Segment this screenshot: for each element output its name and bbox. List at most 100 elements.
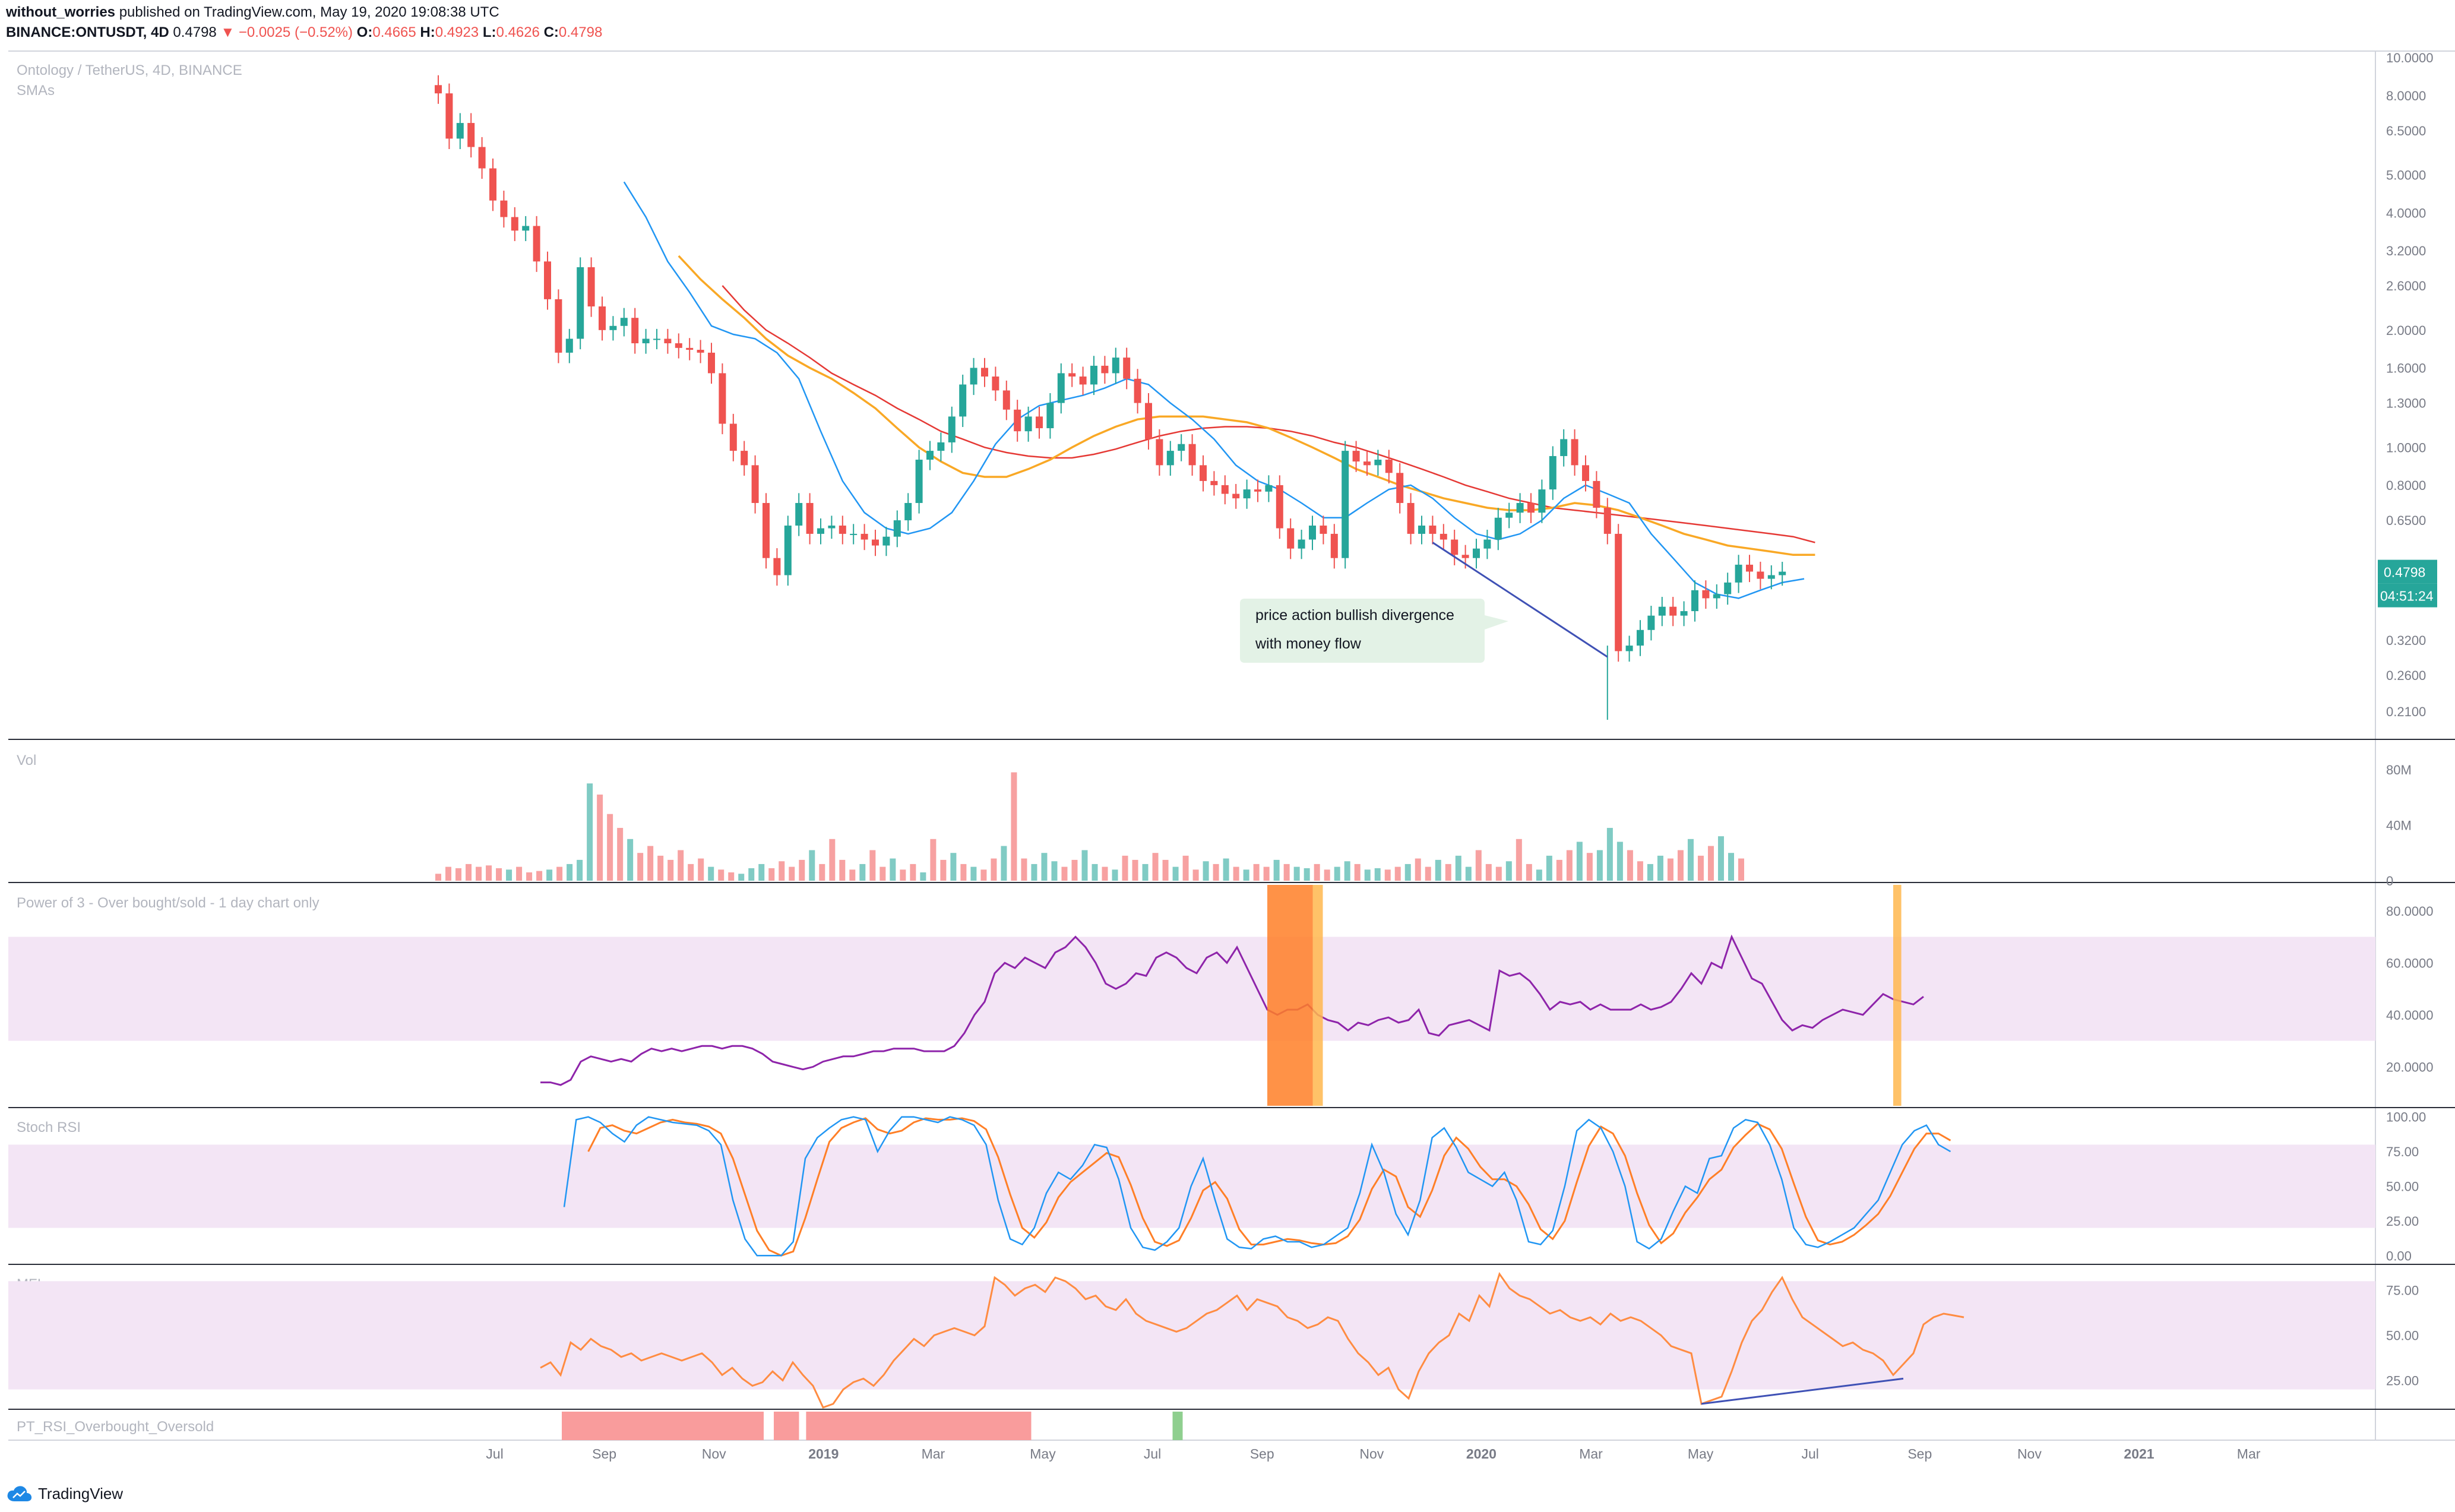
candle-body[interactable] (664, 339, 672, 344)
candle-body[interactable] (565, 339, 573, 353)
candle-body[interactable] (478, 147, 486, 169)
candle-body[interactable] (631, 318, 639, 344)
candle-body[interactable] (839, 526, 846, 534)
candle-body[interactable] (1779, 571, 1786, 575)
candle-body[interactable] (1702, 590, 1710, 599)
candle-body[interactable] (1287, 528, 1295, 549)
mfi-divergence-line[interactable] (1701, 1377, 1904, 1405)
candle-body[interactable] (741, 451, 748, 466)
candle-body[interactable] (828, 526, 836, 529)
candle-body[interactable] (609, 325, 617, 330)
candle-body[interactable] (708, 352, 715, 374)
candle-body[interactable] (915, 460, 923, 503)
candle-body[interactable] (1603, 507, 1611, 534)
candle-body[interactable] (1549, 456, 1556, 490)
candle-body[interactable] (577, 267, 584, 339)
candle-body[interactable] (1090, 365, 1097, 385)
candle-body[interactable] (1309, 526, 1316, 540)
candle-body[interactable] (1079, 377, 1087, 385)
candle-body[interactable] (1429, 526, 1437, 534)
candle-body[interactable] (544, 261, 551, 299)
candle-body[interactable] (1615, 533, 1622, 651)
candle-body[interactable] (817, 528, 824, 534)
candle-body[interactable] (773, 558, 781, 575)
candle-body[interactable] (850, 533, 858, 535)
candle-body[interactable] (511, 217, 518, 231)
candle-body[interactable] (489, 168, 496, 201)
candle-body[interactable] (1002, 390, 1010, 410)
candle-body[interactable] (1068, 373, 1076, 377)
candle-body[interactable] (970, 368, 977, 385)
candle-body[interactable] (1057, 373, 1065, 403)
author-name[interactable]: without_worries (6, 4, 116, 20)
candle-body[interactable] (1014, 409, 1021, 432)
candle-body[interactable] (1538, 489, 1546, 513)
candle-body[interactable] (587, 267, 595, 306)
candle-body[interactable] (555, 299, 562, 353)
candle-body[interactable] (1647, 615, 1655, 630)
candle-body[interactable] (1036, 416, 1043, 429)
candle-body[interactable] (1440, 533, 1447, 540)
candle-body[interactable] (1254, 489, 1261, 492)
candle-body[interactable] (1767, 575, 1775, 579)
candle-body[interactable] (1276, 485, 1283, 529)
candle-body[interactable] (1658, 606, 1666, 616)
candle-body[interactable] (1342, 451, 1349, 558)
candle-body[interactable] (795, 502, 803, 526)
candle-body[interactable] (1483, 539, 1491, 549)
candle-body[interactable] (1385, 460, 1393, 473)
candle-body[interactable] (1200, 465, 1207, 481)
candle-body[interactable] (1396, 473, 1404, 503)
candle-body[interactable] (1101, 365, 1109, 374)
candle-body[interactable] (467, 123, 475, 147)
candle-body[interactable] (893, 520, 901, 537)
candle-body[interactable] (729, 423, 737, 451)
candle-body[interactable] (1669, 606, 1677, 616)
candle-body[interactable] (719, 373, 726, 424)
candle-body[interactable] (882, 536, 890, 546)
candle-body[interactable] (1166, 451, 1174, 466)
candle-body[interactable] (1210, 480, 1218, 485)
candle-body[interactable] (653, 339, 660, 340)
candle-body[interactable] (806, 502, 814, 534)
candle-body[interactable] (1243, 489, 1251, 499)
candle-body[interactable] (1418, 526, 1425, 534)
candle-body[interactable] (697, 350, 704, 353)
candle-body[interactable] (1156, 439, 1163, 466)
candle-body[interactable] (1123, 358, 1131, 379)
candle-body[interactable] (533, 226, 540, 262)
candle-body[interactable] (1178, 444, 1185, 451)
candle-body[interactable] (1374, 460, 1382, 466)
candle-body[interactable] (937, 442, 945, 451)
candle-body[interactable] (948, 416, 956, 442)
candle-body[interactable] (751, 465, 759, 503)
footer-brand[interactable]: TradingView (38, 1484, 124, 1502)
candle-body[interactable] (1320, 526, 1327, 534)
candle-body[interactable] (1188, 444, 1196, 466)
candle-body[interactable] (1505, 513, 1513, 518)
candle-body[interactable] (1330, 533, 1338, 558)
candle-body[interactable] (1571, 439, 1578, 466)
candle-body[interactable] (1746, 564, 1753, 572)
candle-body[interactable] (1145, 403, 1152, 439)
candle-body[interactable] (1593, 480, 1600, 508)
candle-body[interactable] (784, 526, 792, 575)
candle-body[interactable] (642, 339, 650, 344)
candle-body[interactable] (456, 123, 464, 139)
candle-body[interactable] (1112, 358, 1119, 374)
candle-body[interactable] (1527, 502, 1535, 513)
candle-body[interactable] (599, 306, 606, 330)
candle-body[interactable] (522, 226, 530, 231)
callout-box[interactable] (1240, 599, 1508, 663)
candle-body[interactable] (1046, 403, 1054, 429)
tradingview-logo-icon[interactable] (6, 1485, 33, 1502)
candle-body[interactable] (620, 318, 628, 326)
candle-body[interactable] (1625, 646, 1633, 651)
candle-body[interactable] (992, 377, 999, 391)
candle-body[interactable] (1363, 461, 1371, 466)
candle-body[interactable] (860, 533, 868, 540)
candle-body[interactable] (1691, 590, 1698, 612)
candle-body[interactable] (1451, 539, 1459, 555)
candle-body[interactable] (1516, 502, 1524, 513)
